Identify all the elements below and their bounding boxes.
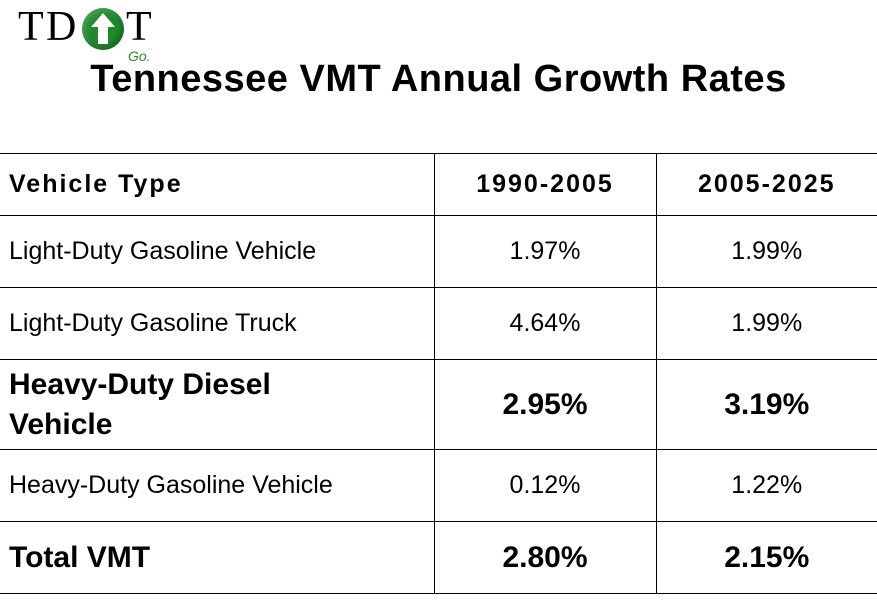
growth-rates-table: Vehicle Type 1990-2005 2005-2025 Light-D… <box>0 153 877 594</box>
logo-tagline: Go. <box>128 48 151 64</box>
table-row-total: Total VMT 2.80% 2.15% <box>0 521 877 594</box>
rate-1990-2005-cell: 1.97% <box>433 215 657 288</box>
vehicle-type-text: Heavy-Duty Diesel Vehicle <box>9 367 271 441</box>
vehicle-type-cell: Light-Duty Gasoline Vehicle <box>0 215 434 288</box>
rate-2005-2025-cell: 1.99% <box>656 287 877 360</box>
rate-2005-2025-cell: 1.22% <box>656 449 877 522</box>
vehicle-type-cell: Light-Duty Gasoline Truck <box>0 287 434 360</box>
logo-letter-t2: T <box>126 4 152 50</box>
table-row: Light-Duty Gasoline Truck 4.64% 1.99% <box>0 287 877 360</box>
table-row: Heavy-Duty Diesel Vehicle 2.95% 3.19% <box>0 359 877 450</box>
up-arrow-circle-icon <box>82 8 124 50</box>
table-header-row: Vehicle Type 1990-2005 2005-2025 <box>0 153 877 216</box>
tdot-logo: T D T Go. <box>18 6 168 64</box>
vehicle-type-cell: Heavy-Duty Diesel Vehicle <box>0 359 434 450</box>
rate-2005-2025-cell: 2.15% <box>656 521 877 594</box>
rate-1990-2005-cell: 2.95% <box>433 359 657 450</box>
rate-1990-2005-cell: 0.12% <box>433 449 657 522</box>
rate-2005-2025-cell: 1.99% <box>656 215 877 288</box>
header-period-2005-2025: 2005-2025 <box>656 153 877 216</box>
vehicle-type-cell: Heavy-Duty Gasoline Vehicle <box>0 449 434 522</box>
logo-letter-t: T <box>18 4 44 50</box>
page-title: Tennessee VMT Annual Growth Rates <box>90 58 787 100</box>
rate-2005-2025-cell: 3.19% <box>656 359 877 450</box>
rate-1990-2005-cell: 4.64% <box>433 287 657 360</box>
table-row: Light-Duty Gasoline Vehicle 1.97% 1.99% <box>0 215 877 288</box>
table-row: Heavy-Duty Gasoline Vehicle 0.12% 1.22% <box>0 449 877 522</box>
vehicle-type-cell: Total VMT <box>0 521 434 594</box>
header-vehicle-type: Vehicle Type <box>0 153 434 216</box>
logo-letter-d: D <box>46 4 77 50</box>
rate-1990-2005-cell: 2.80% <box>433 521 657 594</box>
header-period-1990-2005: 1990-2005 <box>433 153 657 216</box>
